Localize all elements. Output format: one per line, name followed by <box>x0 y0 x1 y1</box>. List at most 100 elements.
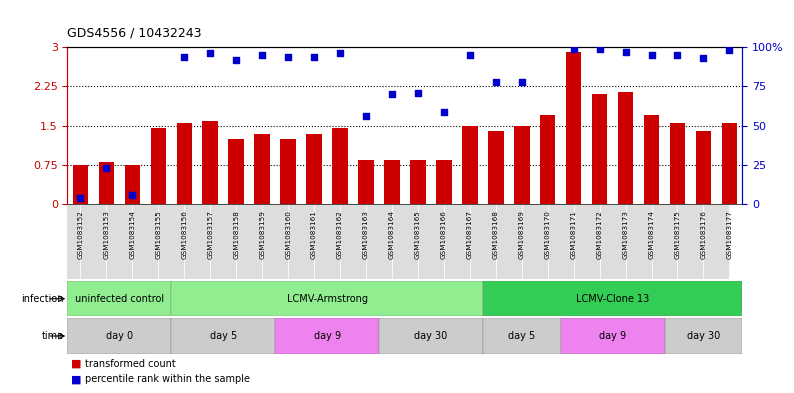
Bar <box>652 204 677 279</box>
Text: percentile rank within the sample: percentile rank within the sample <box>85 374 250 384</box>
Text: GSM1083161: GSM1083161 <box>311 210 317 259</box>
Bar <box>696 131 711 204</box>
Bar <box>366 204 392 279</box>
Bar <box>618 92 634 204</box>
Bar <box>495 204 522 279</box>
Text: day 5: day 5 <box>210 331 237 341</box>
Bar <box>548 204 573 279</box>
Text: day 9: day 9 <box>599 331 626 341</box>
Text: GDS4556 / 10432243: GDS4556 / 10432243 <box>67 26 202 39</box>
Text: ■: ■ <box>71 374 82 384</box>
Text: day 30: day 30 <box>414 331 448 341</box>
Bar <box>669 123 685 204</box>
Bar <box>483 318 561 354</box>
Bar <box>262 204 288 279</box>
Bar <box>172 281 483 316</box>
Bar <box>229 139 244 204</box>
Bar <box>151 129 166 204</box>
Text: GSM1083174: GSM1083174 <box>649 210 654 259</box>
Bar <box>332 129 348 204</box>
Text: LCMV-Clone 13: LCMV-Clone 13 <box>576 294 649 304</box>
Bar <box>172 318 276 354</box>
Point <box>178 53 191 60</box>
Bar <box>340 204 366 279</box>
Text: GSM1083158: GSM1083158 <box>233 210 239 259</box>
Text: GSM1083156: GSM1083156 <box>181 210 187 259</box>
Bar <box>444 204 470 279</box>
Text: GSM1083176: GSM1083176 <box>700 210 707 259</box>
Bar <box>67 318 172 354</box>
Bar <box>210 204 237 279</box>
Point <box>282 53 295 60</box>
Point <box>593 46 606 52</box>
Bar <box>55 204 80 279</box>
Bar <box>522 204 548 279</box>
Bar <box>677 204 703 279</box>
Point <box>386 91 399 97</box>
Text: GSM1083162: GSM1083162 <box>337 210 343 259</box>
Bar <box>306 134 322 204</box>
Text: day 0: day 0 <box>106 331 133 341</box>
Text: day 9: day 9 <box>314 331 341 341</box>
Bar <box>184 204 210 279</box>
Bar <box>418 204 444 279</box>
Bar <box>276 318 379 354</box>
Point <box>515 79 528 85</box>
Text: GSM1083168: GSM1083168 <box>493 210 499 259</box>
Bar <box>358 160 374 204</box>
Text: GSM1083166: GSM1083166 <box>441 210 447 259</box>
Bar <box>288 204 314 279</box>
Text: GSM1083159: GSM1083159 <box>259 210 265 259</box>
Point <box>126 192 139 198</box>
Bar <box>202 121 218 204</box>
Point <box>256 52 268 58</box>
Point <box>308 53 321 60</box>
Bar <box>106 204 133 279</box>
Bar <box>514 126 530 204</box>
Text: GSM1083157: GSM1083157 <box>207 210 214 259</box>
Bar <box>254 134 270 204</box>
Text: GSM1083173: GSM1083173 <box>622 210 629 259</box>
Text: GSM1083164: GSM1083164 <box>389 210 395 259</box>
Text: time: time <box>41 331 64 341</box>
Text: GSM1083171: GSM1083171 <box>571 210 576 259</box>
Bar <box>384 160 399 204</box>
Bar <box>80 204 106 279</box>
Text: GSM1083153: GSM1083153 <box>103 210 110 259</box>
Text: GSM1083172: GSM1083172 <box>596 210 603 259</box>
Bar <box>566 52 581 204</box>
Point <box>204 50 217 57</box>
Text: uninfected control: uninfected control <box>75 294 164 304</box>
Text: day 5: day 5 <box>508 331 535 341</box>
Text: GSM1083160: GSM1083160 <box>285 210 291 259</box>
Point <box>723 47 736 53</box>
Point <box>230 57 243 63</box>
Bar <box>722 123 737 204</box>
Text: day 30: day 30 <box>687 331 720 341</box>
Text: GSM1083177: GSM1083177 <box>727 210 732 259</box>
Point <box>646 52 658 58</box>
Point <box>100 165 113 171</box>
Point <box>360 113 372 119</box>
Text: GSM1083154: GSM1083154 <box>129 210 136 259</box>
Bar <box>436 160 452 204</box>
Text: GSM1083165: GSM1083165 <box>415 210 421 259</box>
Bar <box>73 165 88 204</box>
Bar <box>573 204 599 279</box>
Point <box>333 50 346 57</box>
Bar <box>280 139 296 204</box>
Point <box>619 49 632 55</box>
Bar <box>379 318 483 354</box>
Bar <box>176 123 192 204</box>
Point <box>437 108 450 115</box>
Bar <box>561 318 665 354</box>
Point <box>489 79 502 85</box>
Bar <box>133 204 158 279</box>
Bar <box>626 204 652 279</box>
Bar <box>67 281 172 316</box>
Bar <box>703 204 730 279</box>
Bar <box>158 204 184 279</box>
Bar <box>392 204 418 279</box>
Bar <box>540 115 556 204</box>
Bar <box>483 281 742 316</box>
